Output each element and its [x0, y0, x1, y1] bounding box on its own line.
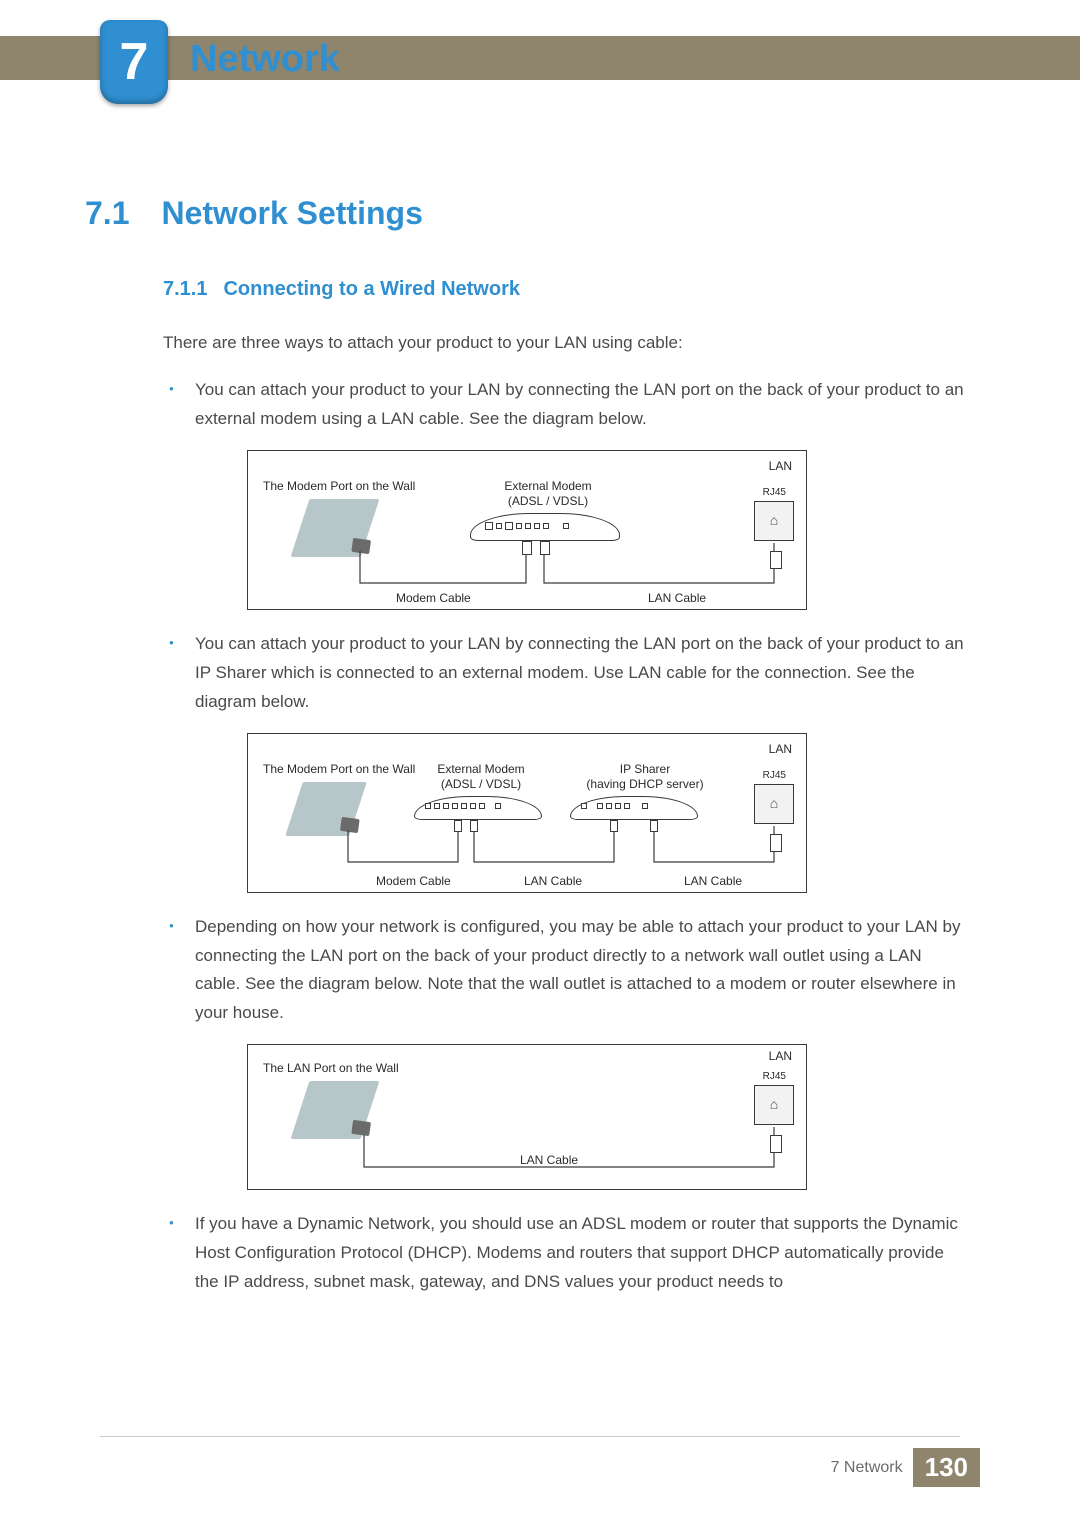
- chapter-badge: 7: [100, 20, 168, 104]
- chapter-number: 7: [120, 32, 149, 92]
- bullet-item: If you have a Dynamic Network, you shoul…: [163, 1210, 965, 1297]
- section-title: Network Settings: [161, 195, 422, 232]
- subsection-number: 7.1.1: [163, 278, 207, 301]
- page-number: 130: [913, 1448, 980, 1487]
- footer-rule: [100, 1436, 960, 1437]
- chapter-title: Network: [190, 38, 340, 81]
- modem-cable-label: Modem Cable: [396, 591, 471, 606]
- bullet-text: If you have a Dynamic Network, you shoul…: [195, 1214, 958, 1291]
- section-number: 7.1: [85, 195, 129, 232]
- footer-label: 7 Network: [831, 1459, 903, 1477]
- bullet-item: You can attach your product to your LAN …: [163, 630, 965, 893]
- subsection-heading: 7.1.1 Connecting to a Wired Network: [163, 278, 965, 301]
- diagram-3: The LAN Port on the Wall LAN RJ45 ⌂ LAN …: [247, 1044, 807, 1190]
- diagram-2: The Modem Port on the Wall External Mode…: [247, 733, 807, 893]
- wiring: [248, 734, 808, 894]
- bullet-item: You can attach your product to your LAN …: [163, 376, 965, 610]
- diagram-1: The Modem Port on the Wall External Mode…: [247, 450, 807, 610]
- lan-cable-label: LAN Cable: [520, 1153, 578, 1168]
- intro-text: There are three ways to attach your prod…: [163, 329, 965, 356]
- modem-cable-label: Modem Cable: [376, 874, 451, 889]
- bullet-text: Depending on how your network is configu…: [195, 917, 960, 1023]
- wiring: [248, 1045, 808, 1191]
- bullet-text: You can attach your product to your LAN …: [195, 380, 964, 428]
- content-area: 7.1 Network Settings 7.1.1 Connecting to…: [85, 195, 965, 1311]
- bullet-item: Depending on how your network is configu…: [163, 913, 965, 1191]
- footer: 7 Network 130: [831, 1448, 980, 1487]
- lan-cable-label: LAN Cable: [524, 874, 582, 889]
- bullet-text: You can attach your product to your LAN …: [195, 634, 964, 711]
- wiring: [248, 451, 808, 611]
- lan-cable-label: LAN Cable: [648, 591, 706, 606]
- bullet-list: You can attach your product to your LAN …: [163, 376, 965, 1297]
- section-heading: 7.1 Network Settings: [85, 195, 965, 232]
- lan-cable-label: LAN Cable: [684, 874, 742, 889]
- subsection-title: Connecting to a Wired Network: [223, 278, 520, 301]
